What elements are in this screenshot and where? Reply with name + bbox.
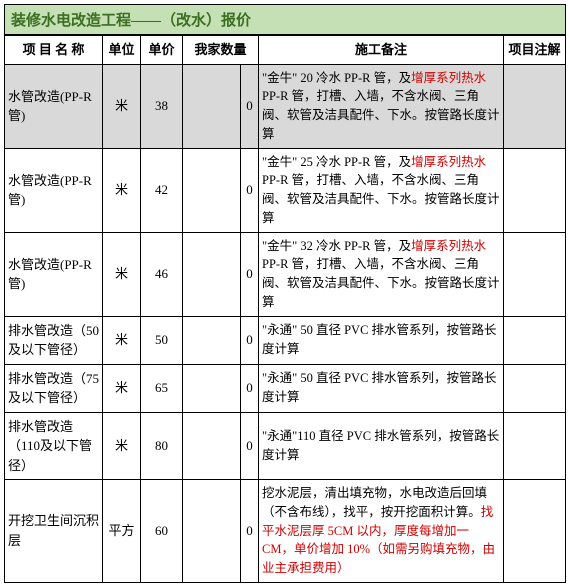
table-row: 排水管改造（50及以下管径）米50 0"永通" 50 直径 PVC 排水管系列，按… — [5, 316, 566, 364]
cell-price: 38 — [141, 64, 183, 148]
note-text: "金牛" 20 冷水 PP-R 管，及 — [262, 71, 411, 85]
note-text: PP-R 管，打槽、入墙，不含水阀、三角阀、软管及洁具配件、下水。按管路长度计算 — [262, 89, 500, 141]
cell-remark — [504, 364, 566, 412]
col-unit: 单位 — [103, 36, 141, 65]
cell-note: "永通" 50 直径 PVC 排水管系列，按管路长度计算 — [259, 316, 504, 364]
cell-unit: 米 — [103, 412, 141, 480]
cell-unit: 米 — [103, 232, 141, 316]
cell-name: 水管改造(PP-R管) — [5, 232, 103, 316]
cell-zero: 0 — [241, 364, 259, 412]
cell-qty — [183, 316, 241, 364]
quote-table: 项 目 名 称 单位 单价 我家数量 施工备注 项目注解 水管改造(PP-R管)… — [4, 35, 566, 583]
cell-name: 排水管改造（75及以下管径） — [5, 364, 103, 412]
cell-remark — [504, 148, 566, 232]
note-text: PP-R 管，打槽、入墙，不含水阀、三角阀、软管及洁具配件、下水。按管路长度计算 — [262, 257, 500, 309]
cell-remark — [504, 232, 566, 316]
cell-name: 水管改造(PP-R管) — [5, 64, 103, 148]
cell-note: "金牛" 32 冷水 PP-R 管，及增厚系列热水 PP-R 管，打槽、入墙，不… — [259, 232, 504, 316]
cell-zero: 0 — [241, 64, 259, 148]
cell-qty — [183, 232, 241, 316]
table-row: 水管改造(PP-R管)米46 0"金牛" 32 冷水 PP-R 管，及增厚系列热水… — [5, 232, 566, 316]
table-row: 排水管改造（110及以下管径）米80 0"永通"110 直径 PVC 排水管系列，… — [5, 412, 566, 480]
header-row: 项 目 名 称 单位 单价 我家数量 施工备注 项目注解 — [5, 36, 566, 65]
cell-unit: 平方 — [103, 480, 141, 583]
table-row: 排水管改造（75及以下管径）米65 0"永通" 50 直径 PVC 排水管系列，按… — [5, 364, 566, 412]
cell-unit: 米 — [103, 364, 141, 412]
cell-unit: 米 — [103, 148, 141, 232]
table-row: 开挖卫生间沉积层平方60 0挖水泥层，清出填充物，水电改造后回填（不含布线），找平… — [5, 480, 566, 583]
cell-note: "金牛" 20 冷水 PP-R 管，及增厚系列热水 PP-R 管，打槽、入墙，不… — [259, 64, 504, 148]
cell-price: 42 — [141, 148, 183, 232]
cell-unit: 米 — [103, 64, 141, 148]
cell-zero: 0 — [241, 148, 259, 232]
cell-remark — [504, 64, 566, 148]
cell-price: 65 — [141, 364, 183, 412]
col-note: 施工备注 — [259, 36, 504, 65]
cell-qty — [183, 64, 241, 148]
cell-zero: 0 — [241, 412, 259, 480]
col-price: 单价 — [141, 36, 183, 65]
col-name: 项 目 名 称 — [5, 36, 103, 65]
cell-name: 水管改造(PP-R管) — [5, 148, 103, 232]
cell-price: 46 — [141, 232, 183, 316]
cell-qty — [183, 480, 241, 583]
cell-price: 50 — [141, 316, 183, 364]
cell-remark — [504, 412, 566, 480]
cell-zero: 0 — [241, 232, 259, 316]
note-text: 增厚系列热水 — [411, 155, 486, 169]
cell-qty — [183, 148, 241, 232]
cell-price: 60 — [141, 480, 183, 583]
cell-unit: 米 — [103, 316, 141, 364]
cell-zero: 0 — [241, 316, 259, 364]
note-text: "永通" 50 直径 PVC 排水管系列，按管路长度计算 — [262, 323, 497, 356]
col-remark: 项目注解 — [504, 36, 566, 65]
note-text: "永通" 50 直径 PVC 排水管系列，按管路长度计算 — [262, 371, 497, 404]
note-text: "永通"110 直径 PVC 排水管系列，按管路长度计算 — [262, 429, 499, 462]
note-text: PP-R 管，打槽、入墙，不含水阀、三角阀、软管及洁具配件、下水。按管路长度计算 — [262, 173, 500, 225]
cell-note: "金牛" 25 冷水 PP-R 管，及增厚系列热水 PP-R 管，打槽、入墙，不… — [259, 148, 504, 232]
cell-qty — [183, 364, 241, 412]
note-text: 增厚系列热水 — [411, 71, 486, 85]
table-row: 水管改造(PP-R管)米42 0"金牛" 25 冷水 PP-R 管，及增厚系列热水… — [5, 148, 566, 232]
cell-price: 80 — [141, 412, 183, 480]
note-text: "金牛" 32 冷水 PP-R 管，及 — [262, 239, 411, 253]
cell-name: 排水管改造（50及以下管径） — [5, 316, 103, 364]
cell-qty — [183, 412, 241, 480]
cell-name: 开挖卫生间沉积层 — [5, 480, 103, 583]
cell-note: "永通"110 直径 PVC 排水管系列，按管路长度计算 — [259, 412, 504, 480]
cell-remark — [504, 316, 566, 364]
cell-note: 挖水泥层，清出填充物，水电改造后回填（不含布线），找平，按开挖面积计算。找平水泥… — [259, 480, 504, 583]
cell-zero: 0 — [241, 480, 259, 583]
note-text: "金牛" 25 冷水 PP-R 管，及 — [262, 155, 411, 169]
section-title: 装修水电改造工程——（改水）报价 — [4, 4, 566, 35]
cell-remark — [504, 480, 566, 583]
col-qty: 我家数量 — [183, 36, 259, 65]
cell-name: 排水管改造（110及以下管径） — [5, 412, 103, 480]
cell-note: "永通" 50 直径 PVC 排水管系列，按管路长度计算 — [259, 364, 504, 412]
table-row: 水管改造(PP-R管)米38 0"金牛" 20 冷水 PP-R 管，及增厚系列热水… — [5, 64, 566, 148]
note-text: 挖水泥层，清出填充物，水电改造后回填（不含布线），找平，按开挖面积计算。 — [262, 486, 487, 519]
note-text: 增厚系列热水 — [411, 239, 486, 253]
